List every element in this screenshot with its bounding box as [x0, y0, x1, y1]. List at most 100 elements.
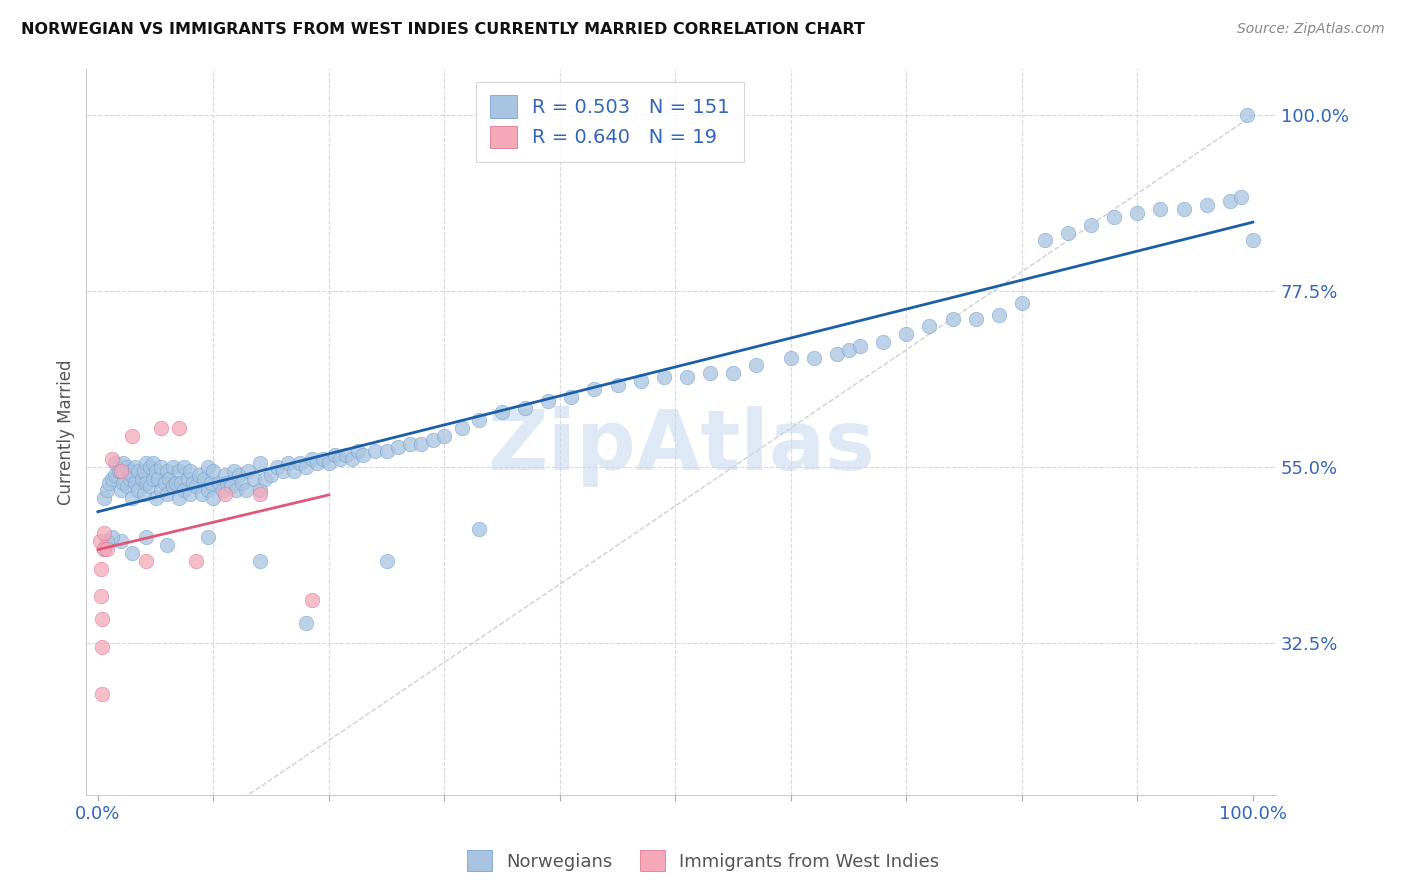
- Point: [100, 472, 122, 486]
- Point: [127, 464, 149, 478]
- Point: [422, 433, 444, 447]
- Point: [468, 413, 491, 427]
- Point: [699, 366, 721, 380]
- Point: [110, 483, 132, 498]
- Point: [630, 374, 652, 388]
- Point: [1126, 206, 1149, 220]
- Point: [104, 456, 127, 470]
- Point: [1033, 233, 1056, 247]
- Point: [132, 487, 155, 501]
- Point: [217, 475, 239, 490]
- Point: [156, 464, 179, 478]
- Point: [202, 464, 225, 478]
- Point: [89, 534, 111, 549]
- Point: [121, 467, 143, 482]
- Point: [803, 351, 825, 365]
- Point: [254, 472, 277, 486]
- Point: [184, 479, 207, 493]
- Point: [135, 456, 157, 470]
- Point: [307, 456, 329, 470]
- Point: [294, 459, 316, 474]
- Point: [364, 444, 387, 458]
- Point: [96, 534, 118, 549]
- Point: [375, 444, 398, 458]
- Point: [96, 483, 118, 498]
- Point: [104, 467, 127, 482]
- Point: [329, 452, 352, 467]
- Point: [825, 346, 848, 360]
- Point: [211, 483, 233, 498]
- Point: [181, 475, 204, 490]
- Point: [167, 491, 190, 506]
- Point: [162, 479, 184, 493]
- Point: [1149, 202, 1171, 216]
- Point: [121, 546, 143, 560]
- Point: [537, 393, 560, 408]
- Point: [849, 339, 872, 353]
- Point: [515, 401, 537, 416]
- Point: [779, 351, 801, 365]
- Point: [398, 436, 420, 450]
- Point: [162, 459, 184, 474]
- Point: [142, 456, 165, 470]
- Point: [838, 343, 860, 357]
- Point: [219, 479, 242, 493]
- Point: [208, 475, 231, 490]
- Point: [987, 308, 1010, 322]
- Point: [188, 467, 211, 482]
- Point: [214, 487, 236, 501]
- Point: [120, 464, 142, 478]
- Point: [1080, 218, 1102, 232]
- Point: [1195, 198, 1218, 212]
- Point: [112, 456, 135, 470]
- Point: [242, 472, 264, 486]
- Point: [1057, 226, 1080, 240]
- Point: [179, 487, 201, 501]
- Point: [197, 530, 219, 544]
- Point: [115, 459, 138, 474]
- Text: NORWEGIAN VS IMMIGRANTS FROM WEST INDIES CURRENTLY MARRIED CORRELATION CHART: NORWEGIAN VS IMMIGRANTS FROM WEST INDIES…: [21, 22, 865, 37]
- Point: [110, 534, 132, 549]
- Point: [1011, 296, 1033, 310]
- Point: [277, 456, 299, 470]
- Point: [236, 464, 259, 478]
- Text: ZipAtlas: ZipAtlas: [488, 406, 875, 487]
- Point: [145, 464, 167, 478]
- Point: [323, 448, 346, 462]
- Point: [135, 554, 157, 568]
- Point: [98, 475, 121, 490]
- Point: [214, 467, 236, 482]
- Point: [918, 319, 941, 334]
- Point: [346, 444, 368, 458]
- Point: [115, 479, 138, 493]
- Point: [411, 436, 433, 450]
- Point: [283, 464, 305, 478]
- Point: [127, 483, 149, 498]
- Point: [156, 538, 179, 552]
- Point: [153, 475, 176, 490]
- Point: [193, 472, 215, 486]
- Point: [468, 523, 491, 537]
- Point: [156, 487, 179, 501]
- Point: [173, 459, 195, 474]
- Legend: R = 0.503   N = 151, R = 0.640   N = 19: R = 0.503 N = 151, R = 0.640 N = 19: [477, 82, 744, 161]
- Point: [100, 452, 122, 467]
- Point: [167, 421, 190, 435]
- Point: [301, 452, 323, 467]
- Point: [173, 483, 195, 498]
- Point: [228, 467, 250, 482]
- Point: [235, 483, 257, 498]
- Point: [294, 616, 316, 631]
- Point: [170, 475, 193, 490]
- Point: [167, 464, 190, 478]
- Y-axis label: Currently Married: Currently Married: [58, 359, 75, 505]
- Point: [249, 483, 271, 498]
- Point: [433, 428, 456, 442]
- Point: [90, 589, 112, 603]
- Point: [941, 311, 963, 326]
- Point: [132, 464, 155, 478]
- Point: [340, 452, 363, 467]
- Point: [745, 359, 768, 373]
- Point: [135, 530, 157, 544]
- Point: [249, 554, 271, 568]
